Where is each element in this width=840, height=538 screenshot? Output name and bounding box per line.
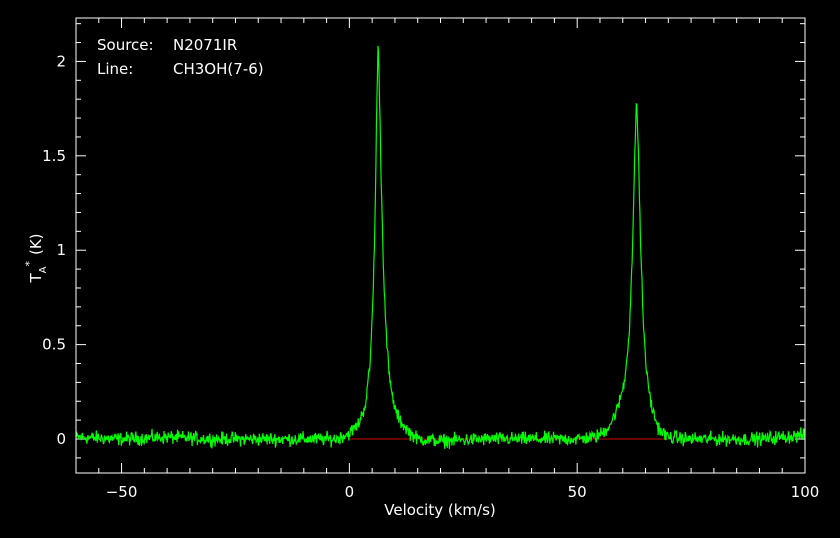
x-tick-label: 100 — [791, 483, 820, 501]
y-axis-label-sub: A — [38, 266, 49, 273]
line-value: CH3OH(7-6) — [173, 60, 264, 78]
y-tick-label: 2 — [56, 52, 66, 70]
tick-labels: −50 0 50 100 0 0.5 1 1.5 2 — [42, 52, 819, 501]
y-axis-label: TA* (K) — [23, 233, 49, 283]
axis-ticks — [75, 18, 806, 473]
x-tick-label: 50 — [568, 483, 587, 501]
y-axis-label-sup: * — [23, 261, 36, 267]
plot-frame — [75, 17, 806, 474]
y-tick-label: 0.5 — [42, 336, 66, 354]
y-tick-label: 1 — [56, 241, 66, 259]
y-tick-label: 1.5 — [42, 147, 66, 165]
x-tick-label: 0 — [345, 483, 355, 501]
y-axis-label-unit: (K) — [27, 233, 45, 255]
source-label: Source: — [97, 36, 154, 54]
line-label: Line: — [97, 60, 133, 78]
x-axis-label: Velocity (km/s) — [384, 501, 495, 519]
y-axis-label-main: T — [27, 273, 45, 284]
y-tick-label: 0 — [56, 430, 66, 448]
x-tick-label: −50 — [106, 483, 138, 501]
source-value: N2071IR — [173, 36, 237, 54]
spectrum-line — [75, 45, 806, 449]
